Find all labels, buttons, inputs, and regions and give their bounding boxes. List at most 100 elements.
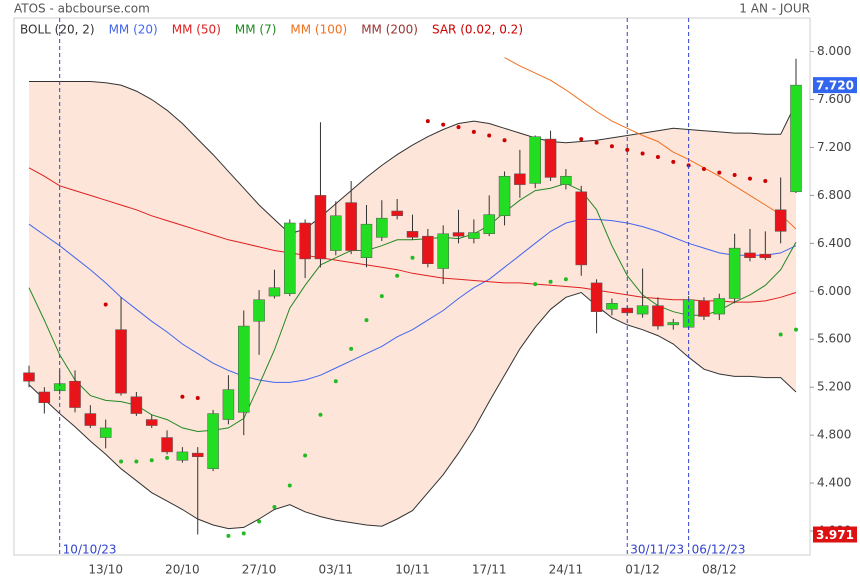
- y-tick-label: 5.600: [817, 332, 851, 346]
- legend-entry: SAR (0.02, 0.2): [432, 23, 523, 37]
- candle-body: [437, 233, 449, 269]
- candle-body: [115, 329, 127, 394]
- moving-average: [28, 182, 797, 433]
- candle-body: [284, 222, 296, 294]
- x-tick-label: 01/12: [625, 563, 660, 577]
- last-price-tag-label: 7.720: [816, 79, 854, 93]
- candle-body: [161, 437, 173, 453]
- legend-entry: MM (7): [235, 23, 277, 37]
- candle-body: [728, 247, 741, 299]
- y-tick-label: 4.800: [817, 428, 851, 442]
- sar-dot: [471, 129, 476, 134]
- x-tick-label: 17/11: [472, 563, 507, 577]
- candle-body: [529, 136, 541, 184]
- y-tick-label: 6.800: [817, 188, 851, 202]
- plot-area: 10/10/23 30/11/23 06/12/23: [23, 18, 802, 557]
- sar-dot: [379, 294, 384, 299]
- sar-dot: [563, 277, 568, 282]
- x-tick-label: 20/10: [165, 563, 200, 577]
- candle-body: [636, 305, 649, 315]
- y-tick-label: 8.000: [817, 44, 851, 58]
- candle-body: [145, 419, 158, 426]
- candle-body: [468, 232, 480, 239]
- candle-body: [130, 396, 143, 414]
- bollinger-lower: [28, 291, 797, 530]
- candle-body: [314, 195, 327, 260]
- candle-body: [698, 300, 710, 317]
- candle-body: [360, 223, 373, 258]
- sar-dot: [226, 533, 231, 538]
- legend-entry: MM (20): [109, 23, 158, 37]
- candle-body: [590, 282, 603, 312]
- candle-body: [606, 303, 618, 310]
- sar-dot: [195, 395, 200, 400]
- sar-dot: [441, 122, 446, 127]
- x-tick-label: 24/11: [549, 563, 584, 577]
- low-price-tag: [813, 526, 857, 543]
- y-tick-label: 4.400: [817, 476, 851, 490]
- sar-dot: [456, 125, 461, 130]
- candle-body: [207, 413, 219, 469]
- candle-body: [667, 322, 680, 326]
- candle-body: [774, 209, 787, 232]
- sar-dot: [287, 483, 292, 488]
- legend-entry: MM (100): [290, 23, 347, 37]
- candle-body: [176, 451, 189, 461]
- candle-body: [498, 175, 511, 217]
- x-tick-label: 08/12: [702, 563, 737, 577]
- moving-average: [28, 167, 797, 303]
- y-tick-label: 5.200: [817, 380, 851, 394]
- sar-dot: [165, 455, 170, 460]
- chart-title: ATOS - abcbourse.com: [14, 2, 150, 16]
- x-tick-label: 13/10: [88, 563, 123, 577]
- candle-body: [69, 380, 81, 408]
- bollinger-upper: [29, 81, 797, 235]
- date-marker-label: 30/11/23: [630, 543, 684, 557]
- candle-body: [406, 231, 419, 238]
- sar-dot: [594, 140, 599, 145]
- x-tick-label: 10/11: [395, 563, 430, 577]
- sar-dot: [103, 302, 108, 307]
- candle-body: [575, 191, 587, 266]
- sar-dot: [272, 505, 277, 510]
- candle-body: [345, 202, 357, 251]
- y-tick-label: 6.000: [817, 284, 851, 298]
- sar-dot: [625, 147, 630, 152]
- candle-body: [790, 84, 802, 193]
- sar-dot: [425, 119, 430, 124]
- candle-body: [268, 287, 281, 297]
- sar-dot: [410, 255, 415, 260]
- candle-body: [560, 175, 572, 185]
- date-marker-label: 06/12/23: [692, 543, 746, 557]
- sar-dot: [747, 176, 752, 181]
- candle-body: [652, 305, 664, 327]
- candle-body: [99, 427, 112, 438]
- legend-entry: MM (200): [361, 23, 418, 37]
- sar-dot: [180, 394, 185, 399]
- sar-dot: [395, 273, 400, 278]
- low-price-tag-label: 3.971: [816, 528, 854, 542]
- y-tick-label: 6.400: [817, 236, 851, 250]
- bollinger-fill: [29, 81, 796, 529]
- sar-dot: [763, 179, 768, 184]
- sar-dot: [548, 279, 553, 284]
- candle-body: [38, 391, 51, 404]
- moving-average: [504, 57, 797, 230]
- candle-body: [422, 235, 434, 264]
- sar-dot: [119, 459, 124, 464]
- legend-entry: BOLL (20, 2): [20, 23, 95, 37]
- candle-body: [452, 232, 465, 237]
- sar-dot: [487, 133, 492, 138]
- candle-body: [23, 372, 35, 382]
- candle-body: [713, 298, 726, 315]
- candle-body: [744, 252, 756, 258]
- sar-dot: [502, 138, 507, 143]
- sar-dot: [778, 332, 783, 337]
- sar-dot: [333, 379, 338, 384]
- candle-body: [253, 299, 265, 322]
- candle-body: [391, 210, 403, 217]
- candle-body: [483, 214, 495, 235]
- candle-body: [238, 325, 250, 413]
- y-tick-label: 7.200: [817, 140, 851, 154]
